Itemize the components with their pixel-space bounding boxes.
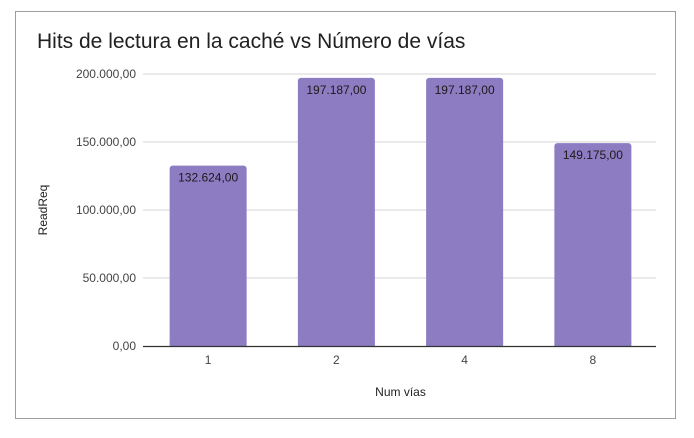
data-label: 132.624,00 [178,171,238,185]
bar-base [169,342,247,346]
chart-title: Hits de lectura en la caché vs Número de… [37,30,466,53]
y-tick-label: 0,00 [113,339,137,353]
x-tick-label: 8 [590,353,597,367]
bar [554,143,632,346]
y-tick-label: 50.000,00 [83,271,137,285]
bars-group [169,77,632,346]
x-tick-labels: 1 2 4 8 [205,353,597,367]
y-tick-label: 150.000,00 [76,135,136,149]
x-axis-title: Num vías [375,385,426,399]
y-tick-label: 200.000,00 [76,67,136,81]
y-axis-title: ReadReq [36,185,50,236]
bar [169,165,247,346]
x-tick-label: 4 [461,353,468,367]
x-tick-label: 1 [205,353,212,367]
bar-base [297,342,375,346]
data-label: 197.187,00 [435,83,495,97]
bar [426,77,504,346]
bar [297,77,375,346]
data-label: 197.187,00 [306,83,366,97]
data-label: 149.175,00 [563,148,623,162]
data-labels-group: 132.624,00 197.187,00 197.187,00 149.175,00 [178,83,623,185]
y-tick-label: 100.000,00 [76,203,136,217]
x-tick-label: 2 [333,353,340,367]
y-tick-labels: 0,00 50.000,00 100.000,00 150.000,00 200.000… [76,67,136,353]
bar-base [554,342,632,346]
bar-base [426,342,504,346]
